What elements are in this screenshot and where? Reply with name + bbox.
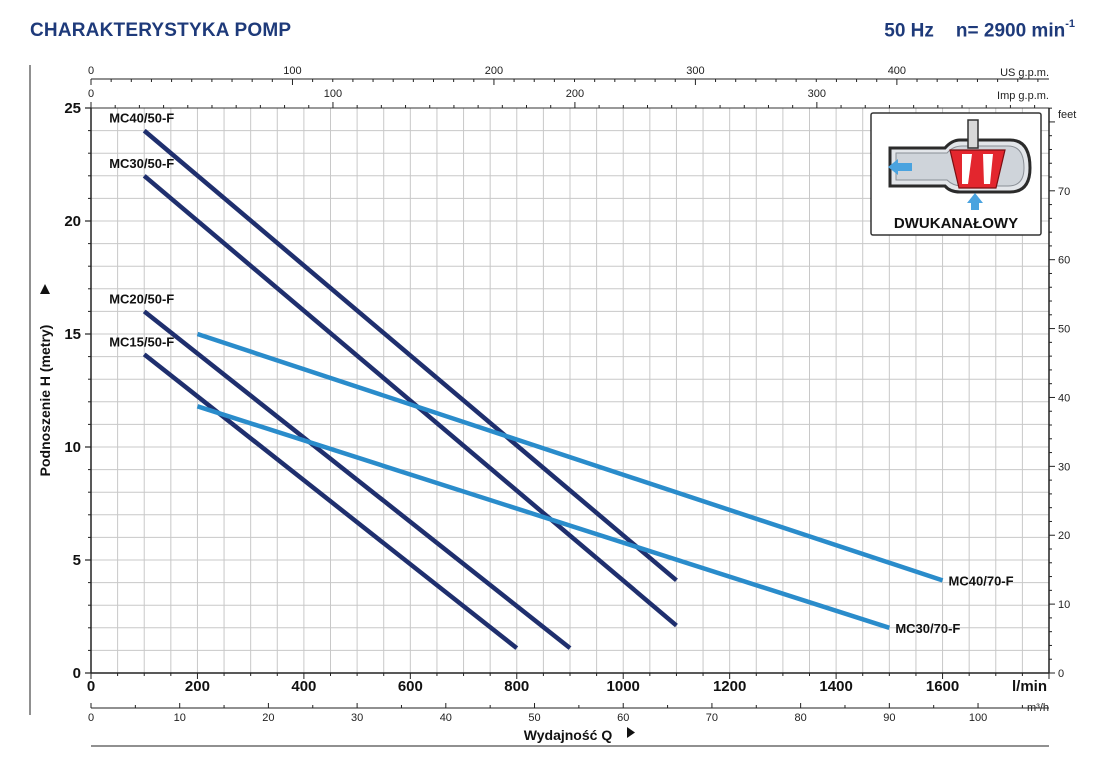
feet-tick-label: 10 xyxy=(1058,599,1070,611)
feet-tick-label: 0 xyxy=(1058,668,1064,680)
imp-gpm-tick-label: 100 xyxy=(324,88,342,100)
m3h-tick-label: 80 xyxy=(795,712,807,724)
twin-channel-impeller-icon xyxy=(888,119,1032,210)
speed-frequency-label: 50 Hz n= 2900 min-1 xyxy=(884,18,1075,42)
imp-gpm-tick-label: 300 xyxy=(808,88,826,100)
imp-gpm-unit-label: Imp g.p.m. xyxy=(997,90,1049,102)
x-tick-label: 200 xyxy=(185,678,210,695)
m3h-unit-label: m³/h xyxy=(1027,702,1049,714)
m3h-tick-label: 20 xyxy=(262,712,274,724)
series-label-MC40/70-F: MC40/70-F xyxy=(949,573,1014,588)
x-tick-label: 600 xyxy=(398,678,423,695)
m3h-tick-label: 70 xyxy=(706,712,718,724)
inset-label: DWUKANAŁOWY xyxy=(894,215,1018,232)
y-tick-label: 25 xyxy=(64,100,81,117)
series-label-MC30/50-F: MC30/50-F xyxy=(109,156,174,171)
y-tick-label: 15 xyxy=(64,326,81,343)
m3h-tick-label: 40 xyxy=(440,712,452,724)
m3h-tick-label: 90 xyxy=(883,712,895,724)
speed-exponent: -1 xyxy=(1065,18,1075,30)
y-axis-arrow-icon xyxy=(40,284,50,294)
series-line-MC20/50-F xyxy=(142,309,572,650)
series-label-MC40/50-F: MC40/50-F xyxy=(109,111,174,126)
us-gpm-tick-label: 100 xyxy=(283,65,301,77)
us-gpm-tick-label: 300 xyxy=(686,65,704,77)
y-tick-label: 5 xyxy=(73,552,81,569)
m3h-tick-label: 0 xyxy=(88,712,94,724)
x-tick-label: 0 xyxy=(87,678,95,695)
series-label-MC30/70-F: MC30/70-F xyxy=(895,621,960,636)
imp-gpm-tick-label: 0 xyxy=(88,88,94,100)
series-line-MC15/50-F xyxy=(142,352,519,650)
x-axis-arrow-icon xyxy=(627,727,635,738)
feet-tick-label: 40 xyxy=(1058,392,1070,404)
x-tick-label: 1600 xyxy=(926,678,959,695)
us-gpm-unit-label: US g.p.m. xyxy=(1000,67,1049,79)
series-label-MC20/50-F: MC20/50-F xyxy=(109,291,174,306)
x-tick-label: 800 xyxy=(504,678,529,695)
m3h-tick-label: 50 xyxy=(528,712,540,724)
chart-series: MC40/50-F MC30/50-F MC20/50-F MC15/50-F MC40… xyxy=(109,111,1014,650)
feet-tick-label: 20 xyxy=(1058,530,1070,542)
x-tick-label: 1400 xyxy=(819,678,852,695)
x-tick-label: 1000 xyxy=(607,678,640,695)
feet-tick-label: 60 xyxy=(1058,255,1070,267)
x-tick-label: 400 xyxy=(291,678,316,695)
speed-label: n= 2900 min xyxy=(955,20,1066,42)
feet-tick-label: 30 xyxy=(1058,461,1070,473)
feet-tick-label: 70 xyxy=(1058,186,1070,198)
us-gpm-tick-label: 200 xyxy=(485,65,503,77)
us-gpm-tick-label: 400 xyxy=(888,65,906,77)
us-gpm-tick-label: 0 xyxy=(88,65,94,77)
m3h-tick-label: 100 xyxy=(969,712,987,724)
feet-unit-label: feet xyxy=(1058,109,1076,121)
series-line-MC30/50-F xyxy=(142,174,678,628)
x-axis-title: Wydajność Q xyxy=(524,727,613,743)
y-tick-label: 0 xyxy=(73,665,81,682)
x-unit-label: l/min xyxy=(1012,678,1047,695)
series-line-MC30/70-F xyxy=(196,404,891,630)
series-line-MC40/50-F xyxy=(142,128,678,583)
series-label-MC15/50-F: MC15/50-F xyxy=(109,334,174,349)
y-tick-label: 20 xyxy=(64,213,81,230)
x-tick-label: 1200 xyxy=(713,678,746,695)
m3h-tick-label: 10 xyxy=(174,712,186,724)
page-title: CHARAKTERYSTYKA POMP xyxy=(30,20,292,41)
y-tick-label: 10 xyxy=(64,439,81,456)
impeller-inset: DWUKANAŁOWY xyxy=(870,112,1042,236)
y-axis-title: Podnoszenie H (metry) xyxy=(37,325,53,477)
m3h-tick-label: 60 xyxy=(617,712,629,724)
imp-gpm-tick-label: 200 xyxy=(566,88,584,100)
feet-tick-label: 50 xyxy=(1058,324,1070,336)
frequency-label: 50 Hz xyxy=(884,20,934,42)
series-line-MC40/70-F xyxy=(196,331,944,583)
m3h-tick-label: 30 xyxy=(351,712,363,724)
